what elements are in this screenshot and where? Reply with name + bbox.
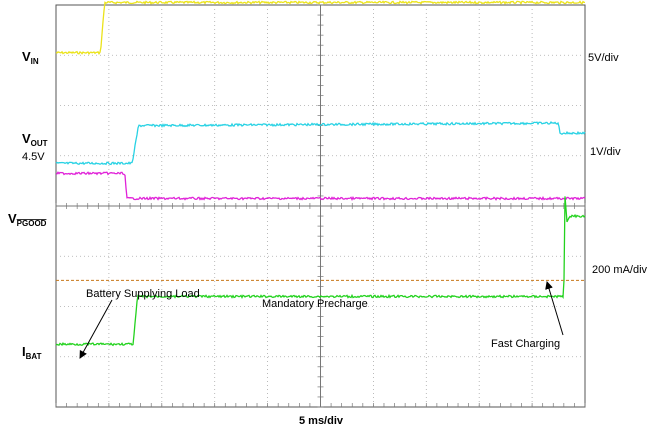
fast-charging-annotation: Fast Charging — [491, 338, 560, 350]
vout-offset-label: 4.5V — [22, 151, 45, 163]
ibat-label: IBAT — [22, 344, 42, 361]
battery-annotation: Battery Supplying Load — [86, 288, 200, 300]
traces — [55, 0, 586, 347]
vpgood-trace — [55, 171, 586, 202]
vpgood-label: VPGOOD — [8, 211, 47, 228]
ibat-scale-label: 200 mA/div — [592, 264, 648, 276]
vout-trace — [55, 120, 586, 166]
battery-arrow — [79, 299, 113, 359]
vin-scale-label: 5V/div — [588, 52, 619, 64]
vin-trace — [55, 0, 585, 55]
x-axis-label: 5 ms/div — [299, 415, 344, 427]
vout-scale-label: 1V/div — [590, 146, 621, 158]
fast-charging-arrow — [545, 281, 564, 336]
graticule — [55, 4, 586, 408]
ibat-trace — [55, 196, 586, 347]
annotation-arrows — [79, 281, 564, 359]
vout-label: VOUT — [22, 131, 48, 148]
precharge-label: Mandatory Precharge — [262, 298, 368, 310]
vin-label: VIN — [22, 49, 39, 66]
